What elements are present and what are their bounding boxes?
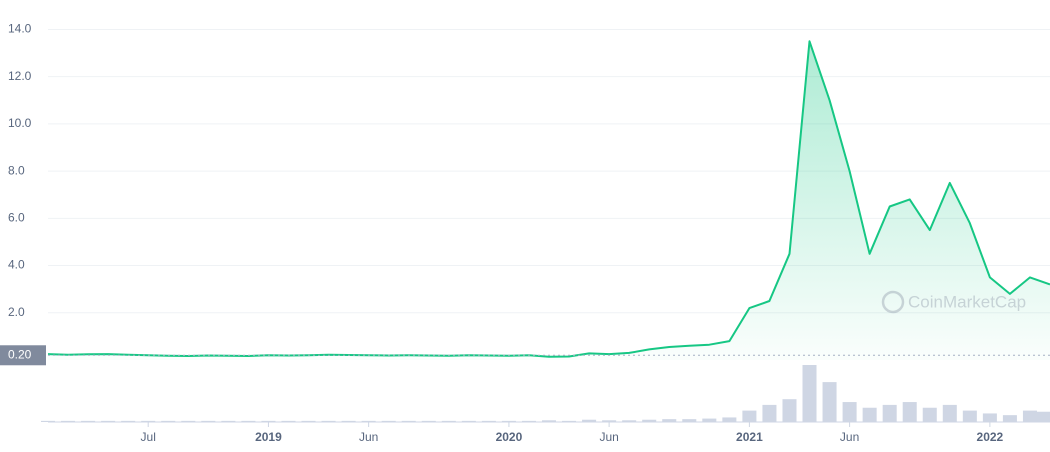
- volume-bar: [902, 402, 917, 422]
- volume-bar: [622, 420, 637, 422]
- volume-bar: [421, 420, 436, 422]
- volume-bar: [381, 420, 396, 422]
- volume-bar: [441, 420, 456, 422]
- reference-label: 0.20: [8, 347, 32, 361]
- volume-bar: [161, 420, 176, 422]
- volume-bar: [882, 404, 897, 422]
- volume-bar: [61, 420, 76, 422]
- y-tick-label: 2.0: [8, 305, 25, 319]
- x-tick-label: 2019: [255, 430, 282, 444]
- volume-bar: [582, 419, 597, 422]
- volume-bar: [81, 420, 96, 422]
- x-tick-label: Jun: [359, 430, 378, 444]
- watermark-text: CoinMarketCap: [908, 292, 1026, 311]
- volume-bar: [642, 419, 657, 422]
- volume-bar: [461, 420, 476, 422]
- volume-bar: [201, 420, 216, 422]
- volume-bar: [401, 420, 416, 422]
- x-tick-label: 2021: [736, 430, 763, 444]
- volume-bar: [1002, 415, 1017, 422]
- volume-bar: [822, 382, 837, 422]
- volume-bar: [181, 420, 196, 422]
- volume-bar: [501, 420, 516, 422]
- watermark-logo: [881, 290, 905, 314]
- volume-bar: [982, 413, 997, 422]
- volume-bar: [361, 420, 376, 422]
- y-tick-label: 14.0: [8, 22, 32, 36]
- volume-bar: [842, 402, 857, 422]
- volume-bar: [221, 420, 236, 422]
- reference-label-box: [0, 345, 46, 366]
- y-tick-label: 12.0: [8, 69, 32, 83]
- volume-bar: [802, 365, 817, 422]
- volume-bar: [662, 419, 677, 422]
- x-tick-label: Jun: [599, 430, 618, 444]
- volume-bar: [321, 420, 336, 422]
- area-fill: [48, 41, 1050, 361]
- volume-bar: [341, 420, 356, 422]
- volume-bar: [862, 407, 877, 422]
- volume-bar: [1035, 411, 1050, 422]
- volume-bar: [521, 420, 536, 422]
- volume-bar: [40, 420, 56, 422]
- y-tick-label: 4.0: [8, 258, 25, 272]
- volume-bar: [121, 420, 136, 422]
- volume-bar: [281, 420, 296, 422]
- volume-bar: [101, 420, 116, 422]
- volume-bar: [782, 399, 797, 422]
- volume-bar: [702, 418, 717, 422]
- volume-bar: [962, 410, 977, 422]
- volume-bar: [141, 420, 156, 422]
- volume-bar: [602, 420, 617, 422]
- x-tick-label: 2020: [496, 430, 523, 444]
- volume-bar: [682, 419, 697, 422]
- volume-bar: [1022, 410, 1037, 422]
- volume-bar: [541, 420, 557, 422]
- x-tick-label: 2022: [977, 430, 1004, 444]
- watermark: CoinMarketCap: [881, 290, 1026, 314]
- volume-bar: [742, 410, 757, 422]
- x-tick-label: Jul: [141, 430, 156, 444]
- volume-bar: [762, 404, 777, 422]
- volume-bar: [562, 420, 577, 422]
- volume-bar: [922, 407, 937, 422]
- x-tick-label: Jun: [840, 430, 859, 444]
- volume-bar: [942, 404, 957, 422]
- volume-bar: [241, 420, 256, 422]
- volume-bar: [301, 420, 316, 422]
- y-tick-label: 10.0: [8, 116, 32, 130]
- y-tick-label: 8.0: [8, 163, 25, 177]
- volume-bar: [722, 417, 737, 422]
- volume-bar: [481, 420, 496, 422]
- y-tick-label: 6.0: [8, 211, 25, 225]
- volume-bar: [261, 420, 276, 422]
